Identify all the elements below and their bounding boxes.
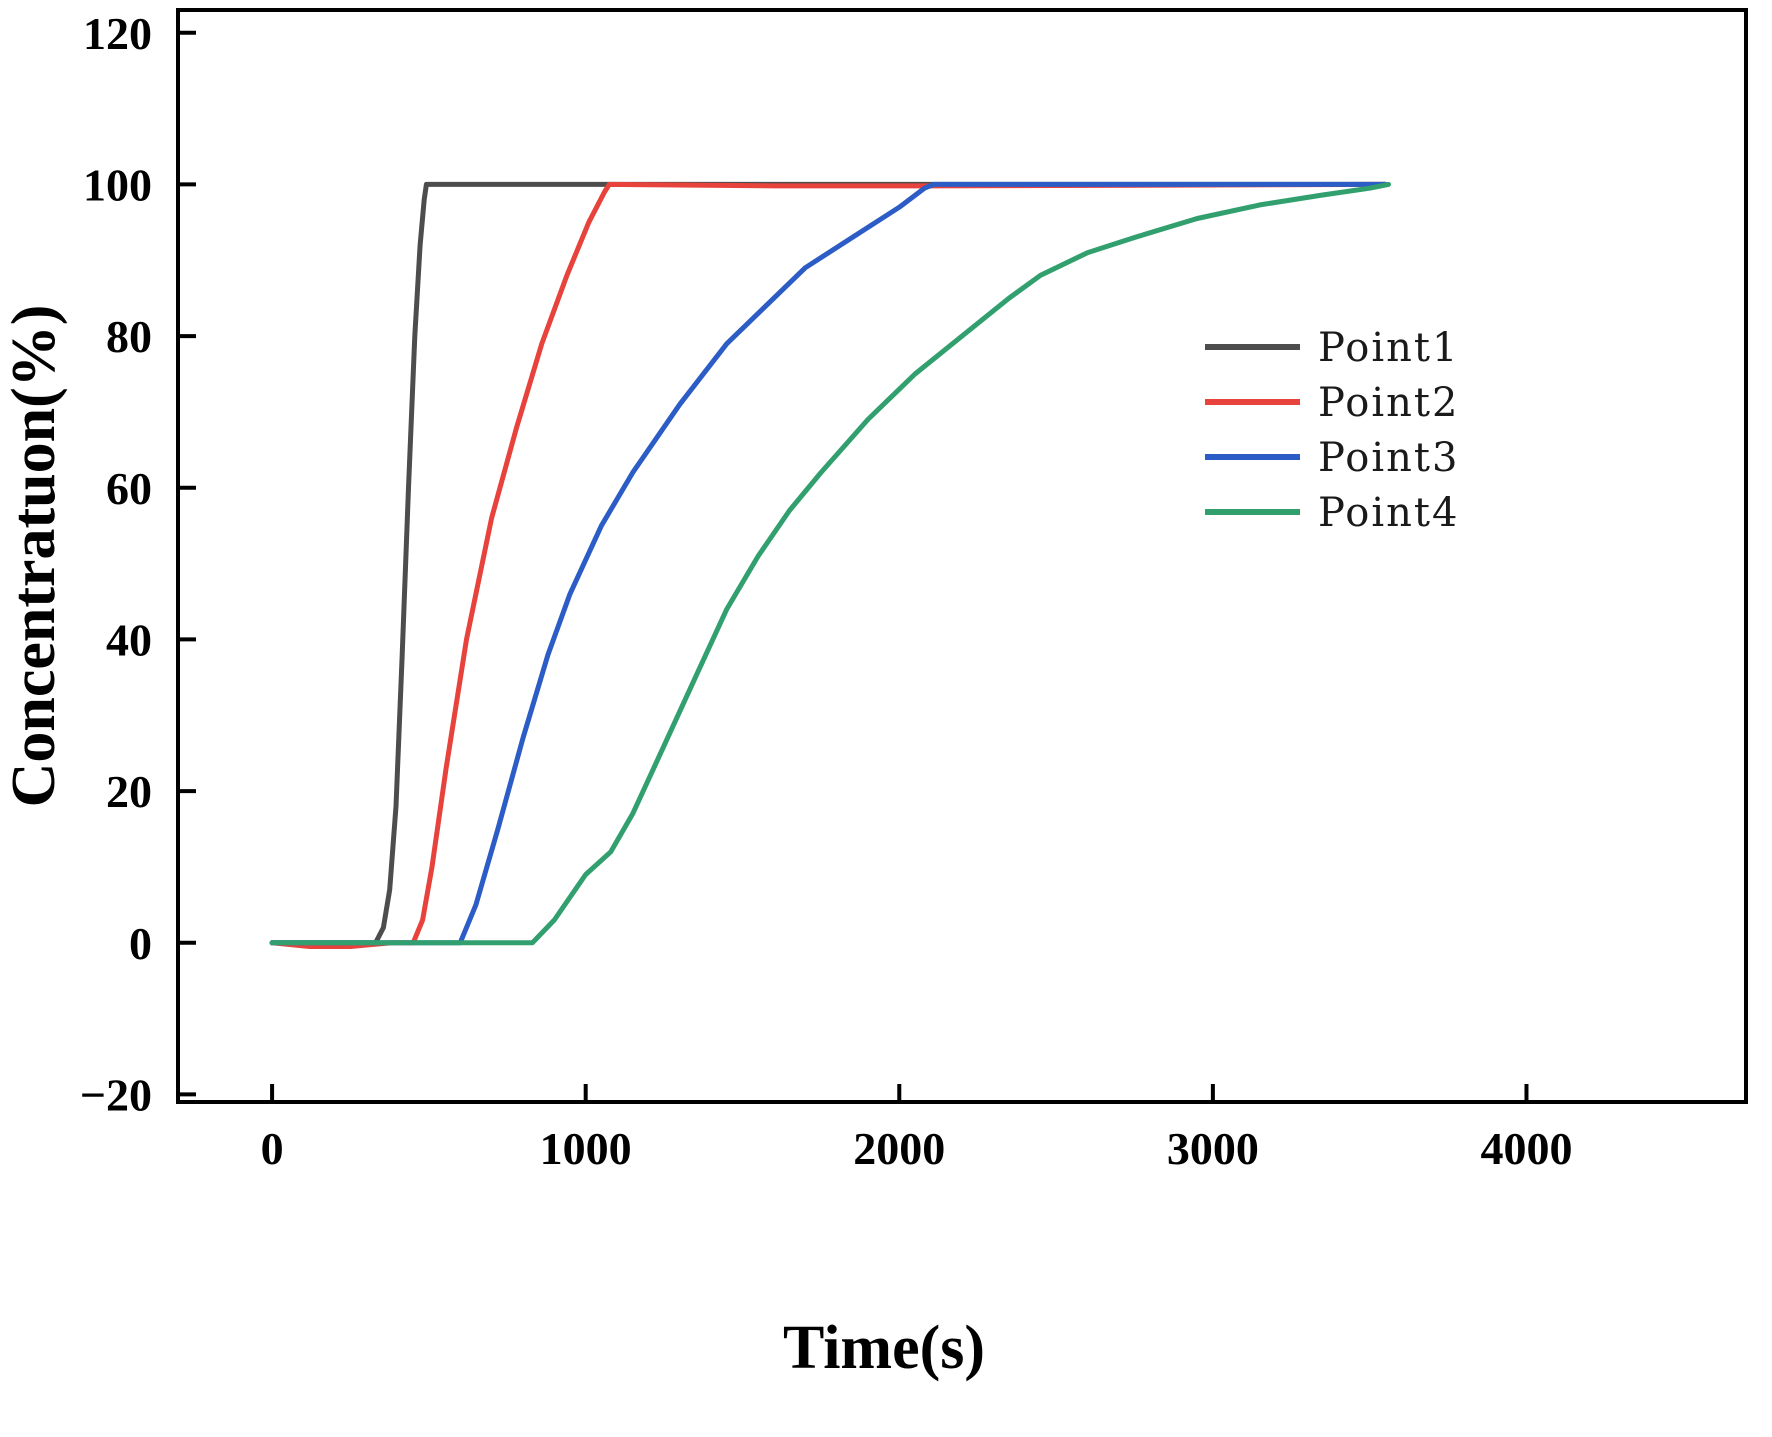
series-line-Point4 [269, 181, 1391, 946]
legend-label-Point3: Point3 [1318, 435, 1459, 481]
y-axis-title: Concentratuon(%) [0, 305, 68, 808]
x-tick-label: 4000 [1480, 1123, 1572, 1174]
y-tick-label: 60 [106, 463, 152, 514]
x-tick-label: 1000 [540, 1123, 632, 1174]
x-axis-title: Time(s) [783, 1314, 985, 1382]
y-tick-label: −20 [80, 1070, 152, 1121]
legend-label-Point2: Point2 [1318, 380, 1459, 426]
legend-label-Point4: Point4 [1318, 490, 1459, 536]
series-line-Point2 [269, 181, 1388, 949]
legend-label-Point1: Point1 [1318, 325, 1459, 371]
x-tick-label: 2000 [853, 1123, 945, 1174]
y-tick-label: 20 [106, 766, 152, 817]
y-tick-label: 120 [83, 8, 152, 59]
y-tick-label: 100 [83, 160, 152, 211]
axis-frame [176, 8, 1748, 1104]
y-tick-label: 80 [106, 311, 152, 362]
y-tick-label: 0 [129, 918, 152, 969]
x-tick-label: 0 [261, 1123, 284, 1174]
series-line-Point3 [269, 181, 1388, 946]
plot-layer: 0 1000 2000 3000 4000 −20 0 20 40 60 80 100 120 Point… [80, 8, 1748, 1174]
x-tick-label: 3000 [1167, 1123, 1259, 1174]
y-tick-label: 40 [106, 615, 152, 666]
